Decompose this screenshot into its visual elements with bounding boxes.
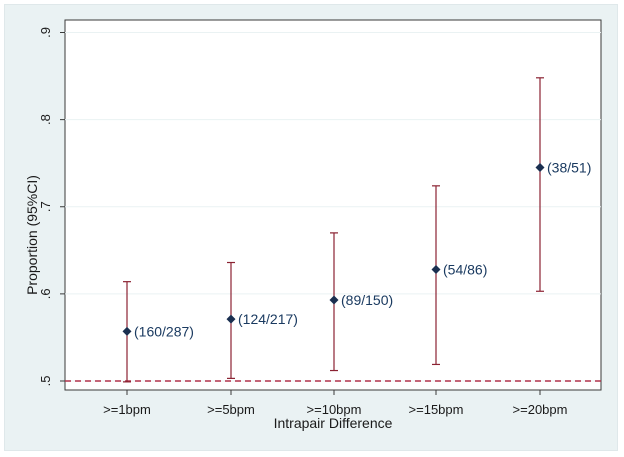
point-marker [431,264,441,274]
x-axis-title: Intrapair Difference [274,415,393,431]
point-marker [535,163,545,173]
y-axis-title: Proportion (95%CI) [24,175,40,295]
point-label: (89/150) [341,292,393,308]
point-label: (54/86) [443,261,487,277]
x-tick-label: >=1bpm [103,402,151,417]
point-label: (38/51) [547,160,591,176]
x-tick-label: >=10bpm [307,402,362,417]
x-tick-label: >=15bpm [409,402,464,417]
point-markers [122,163,545,336]
y-tick-label: .8 [38,114,53,125]
point-label: (124/217) [238,311,298,327]
y-tick-label: .9 [38,27,53,38]
point-marker [122,326,132,336]
plot-area [64,19,602,391]
gridlines [65,32,601,382]
x-tick-label: >=20bpm [513,402,568,417]
x-tick-label: >=5bpm [207,402,255,417]
y-axis-ticks: .5 .6 .7 .8 .9 [38,27,65,386]
x-axis-ticks: >=1bpm >=5bpm >=10bpm >=15bpm >=20bpm [103,390,567,417]
y-tick-label: .6 [38,288,53,299]
point-marker [226,314,236,324]
point-marker [329,295,339,305]
point-labels: (160/287) (124/217) (89/150) (54/86) (38/51) [134,160,591,340]
y-tick-label: .7 [38,201,53,212]
y-tick-label: .5 [38,376,53,387]
point-label: (160/287) [134,323,194,339]
